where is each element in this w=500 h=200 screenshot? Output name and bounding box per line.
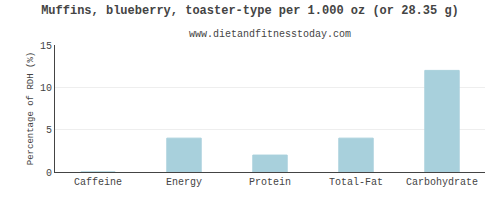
svg-text:0: 0: [46, 168, 52, 179]
svg-text:5: 5: [46, 125, 52, 136]
svg-text:15: 15: [40, 41, 52, 52]
svg-text:Protein: Protein: [249, 177, 291, 188]
svg-text:Percentage of RDH (%): Percentage of RDH (%): [26, 52, 36, 165]
svg-text:Caffeine: Caffeine: [74, 177, 122, 188]
svg-text:Muffins, blueberry, toaster-ty: Muffins, blueberry, toaster-type per 1.0…: [41, 4, 459, 18]
svg-text:Carbohydrate: Carbohydrate: [406, 177, 478, 188]
svg-text:www.dietandfitnesstoday.com: www.dietandfitnesstoday.com: [189, 29, 351, 40]
svg-text:Total-Fat: Total-Fat: [329, 177, 383, 188]
svg-text:Energy: Energy: [166, 177, 202, 188]
svg-text:10: 10: [40, 83, 52, 94]
